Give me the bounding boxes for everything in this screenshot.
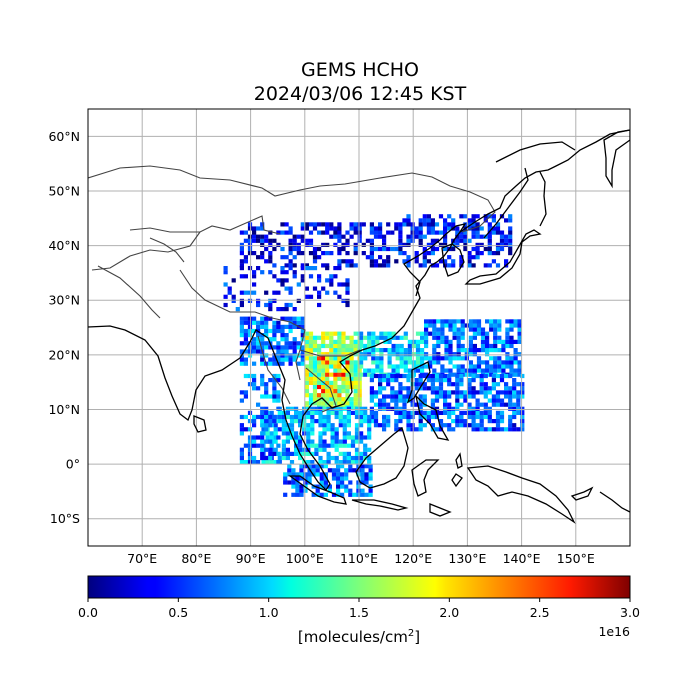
map-subtitle-datetime: 2024/03/06 12:45 KST — [253, 83, 467, 105]
lat-tick-label: 50°N — [48, 183, 80, 198]
colorbar-unit-label: [molecules/cm2] — [298, 628, 420, 646]
map-area — [88, 109, 630, 546]
lat-tick-label: 10°N — [48, 402, 80, 417]
lat-tick-label: 10°S — [50, 511, 80, 526]
map-title: GEMS HCHO — [300, 59, 420, 81]
lon-tick-label: 130°E — [448, 551, 486, 566]
lon-tick-label: 110°E — [340, 551, 378, 566]
lon-tick-label: 150°E — [557, 551, 595, 566]
lat-tick-label: 40°N — [48, 238, 80, 253]
lon-tick-label: 70°E — [127, 551, 157, 566]
coastlines — [88, 129, 630, 524]
lon-tick-label: 140°E — [503, 551, 541, 566]
colorbar-tick-label: 2.0 — [439, 605, 459, 620]
map-frame — [87, 108, 631, 547]
lat-tick-label: 0° — [66, 457, 80, 472]
latitude-ticks: 60°N 50°N 40°N 30°N 20°N 10°N 0° 10°S — [48, 129, 80, 526]
hcho-data-layer — [223, 214, 525, 497]
colorbar-tick-label: 2.5 — [530, 605, 550, 620]
colorbar-scale-factor: 1e16 — [598, 624, 630, 639]
longitude-ticks: 70°E 80°E 90°E 100°E 110°E 120°E 130°E 140°E 150… — [127, 551, 595, 566]
lat-tick-label: 60°N — [48, 129, 80, 144]
lat-tick-label: 20°N — [48, 347, 80, 362]
lon-tick-label: 90°E — [236, 551, 266, 566]
lon-tick-label: 100°E — [286, 551, 324, 566]
colorbar-tick-label: 3.0 — [620, 605, 640, 620]
colorbar-ticks: 0.0 0.5 1.0 1.5 2.0 2.5 3.0 — [78, 598, 640, 620]
colorbar-tick-label: 0.5 — [168, 605, 188, 620]
lat-tick-label: 30°N — [48, 293, 80, 308]
lon-tick-label: 120°E — [394, 551, 432, 566]
colorbar — [87, 575, 631, 599]
colorbar-tick-label: 1.5 — [349, 605, 369, 620]
country-borders — [88, 165, 496, 413]
lon-tick-label: 80°E — [181, 551, 211, 566]
colorbar-tick-label: 1.0 — [259, 605, 279, 620]
colorbar-tick-label: 0.0 — [78, 605, 98, 620]
